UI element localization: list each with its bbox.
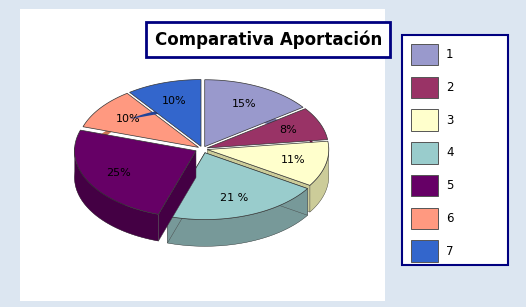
Text: 8%: 8% (279, 125, 297, 135)
Polygon shape (158, 151, 196, 241)
Bar (411, 109, 439, 131)
Text: 10%: 10% (161, 96, 186, 106)
Polygon shape (167, 188, 308, 246)
Bar (411, 76, 439, 98)
Text: 10%: 10% (116, 114, 140, 124)
Text: 2: 2 (446, 81, 453, 94)
Polygon shape (83, 93, 199, 147)
Bar (20, 9, 385, 301)
Text: 11%: 11% (280, 155, 305, 165)
Polygon shape (310, 168, 329, 212)
Bar (411, 240, 439, 262)
Polygon shape (207, 141, 329, 185)
Polygon shape (75, 148, 158, 241)
Text: 4: 4 (446, 146, 453, 159)
Text: 7: 7 (446, 244, 453, 258)
Polygon shape (305, 135, 328, 166)
Polygon shape (129, 80, 201, 146)
Text: Comparativa Aportación: Comparativa Aportación (155, 31, 382, 49)
Polygon shape (83, 120, 127, 154)
Text: 25%: 25% (106, 168, 130, 178)
Bar (411, 142, 439, 164)
Text: 6: 6 (446, 212, 453, 225)
Bar (411, 44, 439, 65)
Text: 21 %: 21 % (220, 193, 249, 203)
Polygon shape (207, 109, 328, 148)
Polygon shape (205, 107, 303, 134)
Polygon shape (205, 153, 308, 215)
Polygon shape (310, 147, 329, 212)
Text: 15%: 15% (232, 99, 257, 109)
Polygon shape (207, 150, 310, 212)
Polygon shape (167, 215, 308, 246)
Polygon shape (205, 80, 303, 146)
Text: 5: 5 (446, 179, 453, 192)
Polygon shape (167, 153, 205, 243)
Bar (411, 175, 439, 196)
Bar (411, 208, 439, 229)
Polygon shape (167, 153, 308, 220)
Polygon shape (75, 130, 196, 214)
Polygon shape (75, 157, 158, 241)
Text: 1: 1 (446, 48, 453, 61)
Polygon shape (129, 106, 201, 119)
Text: 3: 3 (446, 114, 453, 126)
